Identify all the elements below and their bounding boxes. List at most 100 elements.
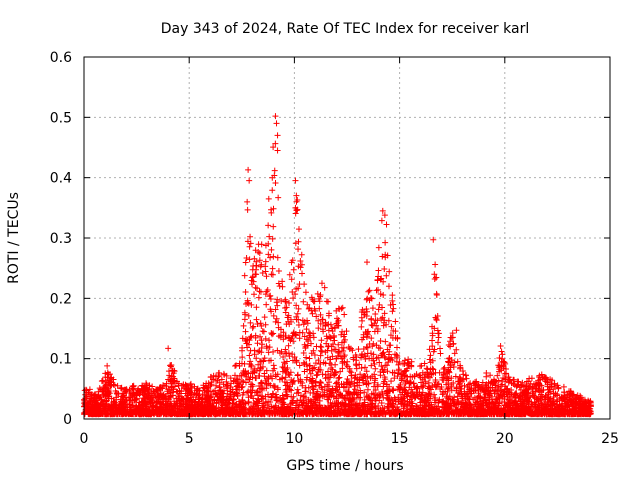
data-point bbox=[213, 382, 220, 389]
data-point bbox=[481, 389, 488, 396]
data-point bbox=[128, 411, 135, 418]
data-point bbox=[104, 390, 111, 397]
data-point bbox=[394, 334, 401, 341]
data-point bbox=[135, 385, 142, 392]
data-point bbox=[286, 299, 293, 306]
data-point bbox=[170, 370, 177, 377]
data-point bbox=[382, 251, 389, 258]
data-point bbox=[468, 390, 475, 397]
data-point bbox=[233, 362, 240, 369]
data-point bbox=[270, 253, 277, 260]
data-point bbox=[458, 378, 465, 385]
data-point bbox=[384, 403, 391, 410]
data-point bbox=[394, 373, 401, 380]
data-point bbox=[83, 387, 90, 394]
data-point bbox=[385, 317, 392, 324]
data-point bbox=[523, 382, 530, 389]
data-point bbox=[263, 343, 270, 350]
data-point bbox=[392, 407, 399, 414]
data-point bbox=[325, 298, 332, 305]
data-point bbox=[175, 394, 182, 401]
data-point bbox=[405, 356, 412, 363]
data-point bbox=[108, 374, 115, 381]
data-point bbox=[247, 334, 254, 341]
data-point bbox=[531, 381, 538, 388]
data-point bbox=[419, 398, 426, 405]
data-point bbox=[247, 387, 254, 394]
data-point bbox=[270, 312, 277, 319]
data-point bbox=[271, 405, 278, 412]
data-point bbox=[341, 311, 348, 318]
data-point bbox=[446, 369, 453, 376]
data-point bbox=[373, 405, 380, 412]
data-point bbox=[199, 391, 206, 398]
data-point bbox=[505, 388, 512, 395]
data-point bbox=[389, 292, 396, 299]
data-point bbox=[113, 390, 120, 397]
data-point bbox=[501, 375, 508, 382]
data-point bbox=[207, 393, 214, 400]
data-point bbox=[382, 362, 389, 369]
data-point bbox=[348, 369, 355, 376]
data-point bbox=[330, 334, 337, 341]
data-point bbox=[476, 395, 483, 402]
data-point bbox=[256, 347, 263, 354]
data-point bbox=[310, 347, 317, 354]
data-point bbox=[508, 393, 515, 400]
data-point bbox=[185, 387, 192, 394]
data-point bbox=[445, 358, 452, 365]
data-point bbox=[112, 402, 119, 409]
data-point bbox=[312, 360, 319, 367]
data-point bbox=[457, 365, 464, 372]
data-point bbox=[242, 338, 249, 345]
data-point bbox=[180, 396, 187, 403]
data-point bbox=[378, 275, 385, 282]
data-point bbox=[482, 397, 489, 404]
chart-title: Day 343 of 2024, Rate Of TEC Index for r… bbox=[161, 21, 529, 37]
data-point bbox=[339, 355, 346, 362]
data-point bbox=[366, 395, 373, 402]
data-point bbox=[325, 312, 332, 319]
data-point bbox=[372, 365, 379, 372]
data-point bbox=[280, 354, 287, 361]
data-point bbox=[306, 355, 313, 362]
data-point bbox=[416, 372, 423, 379]
data-point bbox=[254, 320, 261, 327]
data-point bbox=[375, 267, 382, 274]
data-point bbox=[289, 379, 296, 386]
data-point bbox=[247, 361, 254, 368]
data-point bbox=[282, 346, 289, 353]
data-point bbox=[334, 403, 341, 410]
data-point bbox=[245, 398, 252, 405]
data-point bbox=[501, 396, 508, 403]
data-point bbox=[236, 360, 243, 367]
data-point bbox=[289, 351, 296, 358]
data-point bbox=[373, 287, 380, 294]
data-point bbox=[334, 352, 341, 359]
data-point bbox=[279, 278, 286, 285]
data-point bbox=[240, 369, 247, 376]
data-point bbox=[372, 386, 379, 393]
data-point bbox=[302, 345, 309, 352]
data-point bbox=[366, 287, 373, 294]
data-point bbox=[314, 371, 321, 378]
data-point bbox=[397, 391, 404, 398]
data-points bbox=[81, 113, 594, 418]
data-point bbox=[319, 386, 326, 393]
data-point bbox=[390, 327, 397, 334]
data-point bbox=[364, 386, 371, 393]
data-point bbox=[563, 394, 570, 401]
data-point bbox=[225, 399, 231, 406]
data-point bbox=[368, 315, 375, 322]
data-point bbox=[253, 389, 260, 396]
data-point bbox=[445, 366, 452, 373]
data-point bbox=[451, 400, 458, 407]
data-point bbox=[432, 261, 439, 268]
data-point bbox=[317, 320, 324, 327]
data-point bbox=[275, 194, 282, 201]
data-point bbox=[538, 389, 545, 396]
data-point bbox=[321, 284, 328, 291]
data-point bbox=[558, 402, 565, 409]
data-point bbox=[501, 389, 508, 396]
data-point bbox=[290, 393, 297, 400]
